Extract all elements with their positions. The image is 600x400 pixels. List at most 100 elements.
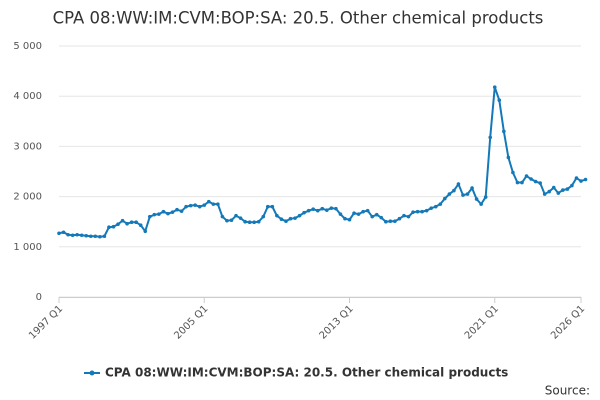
marker bbox=[193, 203, 197, 207]
marker bbox=[334, 206, 338, 211]
marker bbox=[524, 174, 529, 178]
marker bbox=[388, 219, 393, 223]
chart-title: CPA 08:WW:IM:CVM:BOP:SA: 20.5. Other che… bbox=[53, 9, 544, 28]
marker bbox=[583, 177, 588, 182]
marker bbox=[574, 176, 579, 180]
marker bbox=[197, 204, 202, 209]
marker bbox=[529, 177, 533, 181]
marker bbox=[311, 207, 315, 211]
marker bbox=[565, 187, 570, 191]
marker bbox=[465, 192, 470, 196]
marker bbox=[238, 216, 243, 220]
marker bbox=[406, 214, 411, 219]
marker bbox=[152, 212, 157, 217]
marker bbox=[479, 202, 483, 206]
marker bbox=[352, 211, 356, 215]
marker bbox=[393, 219, 397, 223]
marker bbox=[116, 222, 120, 227]
marker bbox=[279, 217, 284, 221]
marker bbox=[429, 206, 434, 210]
legend-marker bbox=[89, 370, 95, 376]
marker bbox=[70, 233, 75, 238]
marker bbox=[293, 216, 297, 220]
marker bbox=[143, 229, 148, 234]
x-tick-label: 2013 Q1 bbox=[318, 303, 356, 341]
marker bbox=[252, 220, 256, 225]
marker bbox=[75, 232, 79, 237]
marker bbox=[506, 155, 511, 160]
marker bbox=[184, 204, 188, 209]
marker bbox=[134, 220, 138, 225]
marker bbox=[343, 216, 347, 221]
marker bbox=[206, 199, 211, 204]
marker bbox=[542, 192, 547, 196]
marker bbox=[243, 219, 247, 224]
source: Source: bbox=[545, 384, 590, 398]
marker bbox=[220, 214, 225, 219]
marker bbox=[179, 209, 184, 213]
marker bbox=[315, 208, 320, 213]
y-tick-label: 4 000 bbox=[13, 91, 42, 102]
x-tick-label: 1997 Q1 bbox=[27, 303, 65, 341]
marker bbox=[157, 212, 161, 216]
marker bbox=[98, 234, 102, 239]
marker bbox=[374, 212, 379, 217]
marker bbox=[125, 221, 129, 226]
marker bbox=[520, 180, 524, 185]
x-tick-label: 2026 Q1 bbox=[549, 303, 587, 341]
marker bbox=[438, 202, 443, 206]
marker bbox=[329, 206, 334, 210]
marker bbox=[483, 195, 488, 199]
marker bbox=[202, 203, 207, 207]
y-tick-label: 2 000 bbox=[13, 192, 42, 203]
marker bbox=[470, 186, 474, 190]
marker bbox=[397, 216, 402, 221]
marker bbox=[492, 85, 497, 89]
marker bbox=[338, 212, 343, 216]
marker bbox=[261, 214, 266, 219]
marker bbox=[84, 233, 89, 238]
marker bbox=[270, 204, 275, 209]
marker bbox=[447, 192, 452, 196]
marker bbox=[57, 231, 61, 236]
y-tick-label: 5 000 bbox=[13, 41, 42, 52]
marker bbox=[107, 225, 111, 230]
y-tick-label: 3 000 bbox=[13, 141, 42, 152]
marker bbox=[102, 234, 107, 239]
marker bbox=[443, 196, 447, 201]
marker bbox=[111, 224, 116, 229]
marker bbox=[361, 209, 365, 214]
marker bbox=[247, 220, 252, 225]
marker bbox=[256, 219, 261, 224]
marker bbox=[61, 230, 66, 235]
marker bbox=[561, 188, 565, 192]
marker bbox=[402, 213, 406, 218]
marker bbox=[415, 209, 420, 214]
marker bbox=[497, 98, 502, 103]
marker bbox=[147, 214, 152, 219]
marker bbox=[533, 179, 538, 184]
x-tick-label: 2021 Q1 bbox=[463, 303, 501, 341]
marker bbox=[161, 209, 166, 214]
marker bbox=[456, 182, 461, 186]
marker bbox=[384, 219, 388, 224]
marker bbox=[234, 213, 238, 218]
marker bbox=[211, 202, 216, 206]
marker bbox=[488, 135, 493, 140]
legend-label: CPA 08:WW:IM:CVM:BOP:SA: 20.5. Other che… bbox=[105, 366, 508, 380]
y-tick-label: 1 000 bbox=[13, 242, 42, 253]
marker bbox=[538, 181, 542, 185]
marker bbox=[515, 180, 520, 185]
marker bbox=[461, 193, 465, 197]
marker bbox=[138, 223, 143, 228]
marker bbox=[370, 214, 375, 219]
marker bbox=[66, 232, 70, 237]
line bbox=[58, 86, 586, 238]
y-tick-label: 0 bbox=[36, 292, 42, 303]
marker bbox=[302, 210, 306, 215]
marker bbox=[551, 185, 556, 190]
marker bbox=[433, 204, 438, 209]
marker bbox=[424, 208, 429, 213]
marker bbox=[170, 210, 175, 214]
